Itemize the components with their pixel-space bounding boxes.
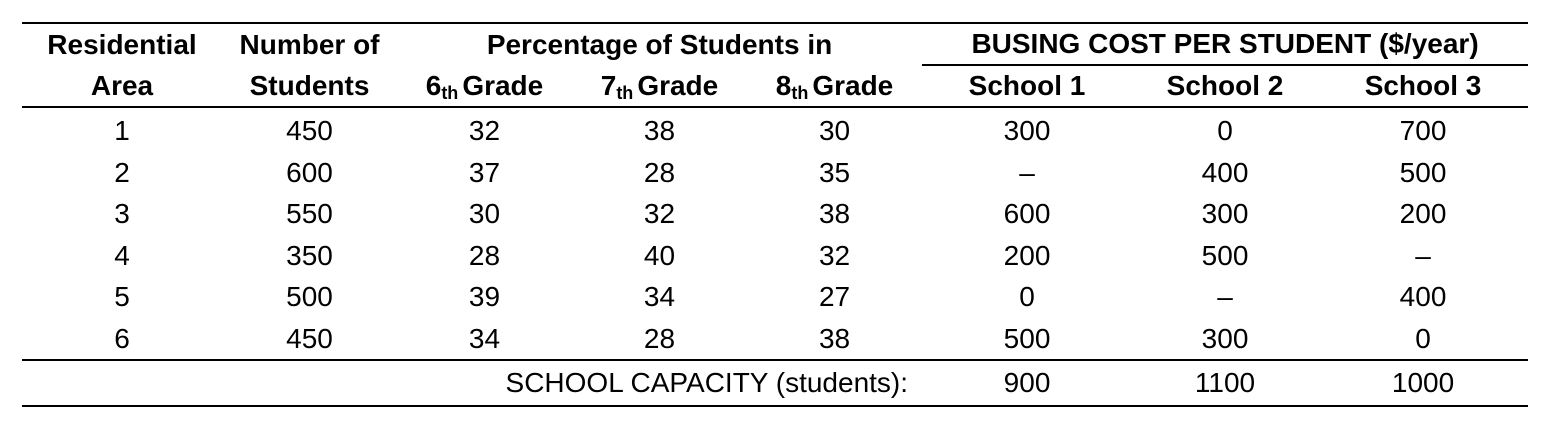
- cell-school-3-cost: 700: [1399, 115, 1447, 146]
- grade-6-number: 6: [425, 69, 442, 101]
- data-table-container: Residential Number of Percentage of Stud…: [22, 22, 1529, 407]
- cell-grade-7: 28: [643, 322, 676, 354]
- capacity-label: SCHOOL CAPACITY (students):: [22, 359, 923, 407]
- cell-students: 550: [286, 198, 333, 229]
- cell-grade-7: 38: [643, 115, 676, 146]
- cell-grade-6: 39: [468, 281, 501, 312]
- cell-school-1-cost: 500: [1003, 322, 1051, 354]
- grade-7-number: 7: [600, 69, 617, 101]
- cell-school-1-cost: 600: [1003, 198, 1051, 229]
- cell-school-1-cost: –: [1019, 156, 1035, 188]
- cell-school-3-cost: 200: [1399, 198, 1447, 229]
- table-header: Residential Number of Percentage of Stud…: [22, 22, 1529, 108]
- grade-7-suffix: th: [616, 82, 634, 103]
- cell-school-1-cost: 200: [1003, 239, 1051, 271]
- cell-area: 4: [114, 239, 130, 271]
- header-busing-group: BUSING COST PER STUDENT ($/year): [922, 22, 1529, 66]
- cell-school-2-cost: –: [1217, 281, 1233, 312]
- header-percentage-group: Percentage of Students in: [397, 22, 923, 65]
- cell-area: 5: [114, 281, 130, 312]
- grade-8-number: 8: [775, 69, 792, 101]
- cell-school-2-cost: 500: [1201, 239, 1249, 271]
- cell-students: 500: [286, 281, 333, 312]
- cell-grade-8: 32: [818, 239, 851, 271]
- cell-grade-8: 30: [818, 115, 851, 146]
- cell-school-3-cost: –: [1415, 239, 1431, 271]
- header-grade-7: 7th Grade: [572, 65, 747, 108]
- cell-area: 1: [114, 115, 130, 146]
- table-row: 5 500 39 34 27 0 – 400: [22, 276, 1528, 318]
- table-row: 3 550 30 32 38 600 300 200: [22, 193, 1528, 235]
- cell-grade-6: 37: [468, 156, 501, 188]
- header-number-line2: Students: [222, 65, 397, 108]
- cell-school-2-cost: 300: [1201, 322, 1249, 354]
- cell-school-2-cost: 300: [1201, 198, 1249, 229]
- cell-grade-8: 38: [818, 322, 851, 354]
- cell-grade-8: 27: [818, 281, 851, 312]
- grade-8-label: Grade: [812, 69, 894, 101]
- capacity-row: SCHOOL CAPACITY (students): 900 1100 100…: [22, 359, 1529, 407]
- header-school-1: School 1: [922, 65, 1133, 108]
- cell-grade-7: 32: [643, 198, 676, 229]
- table-row: 6 450 34 28 38 500 300 0: [22, 318, 1528, 361]
- school-busing-table: Residential Number of Percentage of Stud…: [22, 22, 1529, 407]
- grade-6-suffix: th: [441, 82, 459, 103]
- cell-grade-7: 28: [643, 156, 676, 188]
- cell-area: 2: [114, 156, 130, 188]
- cell-school-1-cost: 300: [1003, 115, 1051, 146]
- capacity-school-1: 900: [922, 359, 1133, 407]
- cell-school-3-cost: 400: [1399, 281, 1447, 312]
- table-row: 2 600 37 28 35 – 400 500: [22, 152, 1528, 194]
- cell-grade-6: 34: [468, 322, 501, 354]
- cell-grade-7: 40: [643, 239, 676, 271]
- cell-area: 6: [114, 322, 130, 354]
- cell-school-1-cost: 0: [1019, 281, 1035, 312]
- cell-students: 350: [286, 239, 333, 271]
- table-body: 1 450 32 38 30 300 0 700 2 600 37 28 35 …: [22, 107, 1528, 360]
- header-school-3: School 3: [1318, 65, 1529, 108]
- grade-6-label: Grade: [462, 69, 544, 101]
- cell-area: 3: [114, 198, 130, 229]
- header-school-2: School 2: [1132, 65, 1319, 108]
- cell-grade-8: 38: [818, 198, 851, 229]
- cell-grade-7: 34: [643, 281, 676, 312]
- cell-school-3-cost: 0: [1415, 322, 1431, 354]
- grade-7-label: Grade: [637, 69, 719, 101]
- cell-grade-6: 30: [468, 198, 501, 229]
- header-grade-6: 6th Grade: [397, 65, 572, 108]
- header-row-1: Residential Number of Percentage of Stud…: [22, 22, 1529, 66]
- cell-school-3-cost: 500: [1399, 156, 1447, 188]
- header-residential-line1: Residential: [22, 22, 222, 65]
- header-row-2: Area Students 6th Grade 7th Grade 8th Grade…: [22, 65, 1529, 108]
- table-row: 4 350 28 40 32 200 500 –: [22, 235, 1528, 277]
- cell-school-2-cost: 400: [1201, 156, 1249, 188]
- table-footer: SCHOOL CAPACITY (students): 900 1100 100…: [22, 359, 1529, 407]
- header-residential-line2: Area: [22, 65, 222, 108]
- capacity-school-2: 1100: [1132, 359, 1319, 407]
- header-number-line1: Number of: [222, 22, 397, 65]
- capacity-school-3: 1000: [1318, 359, 1529, 407]
- cell-school-2-cost: 0: [1217, 115, 1233, 146]
- cell-grade-8: 35: [818, 156, 851, 188]
- grade-8-suffix: th: [791, 82, 809, 103]
- cell-grade-6: 32: [468, 115, 501, 146]
- cell-students: 450: [286, 322, 333, 354]
- cell-students: 600: [286, 156, 333, 188]
- header-grade-8: 8th Grade: [747, 65, 923, 108]
- table-row: 1 450 32 38 30 300 0 700: [22, 107, 1528, 152]
- cell-students: 450: [286, 115, 333, 146]
- cell-grade-6: 28: [468, 239, 501, 271]
